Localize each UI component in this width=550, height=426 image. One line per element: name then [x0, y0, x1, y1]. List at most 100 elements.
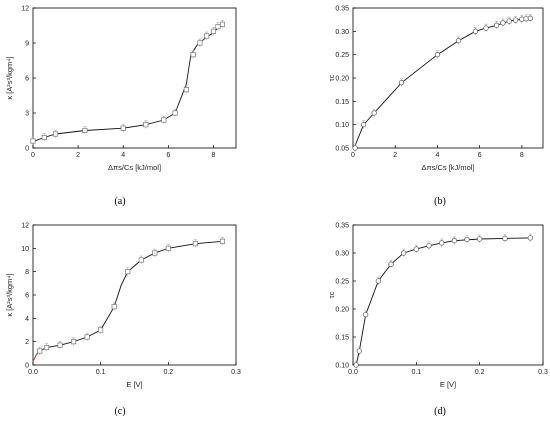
data-point: [53, 131, 59, 137]
data-point: [483, 25, 489, 31]
y-tick-label: 0.20: [335, 307, 349, 314]
axis-label: τc: [327, 291, 336, 298]
y-tick-label: 0.20: [335, 76, 349, 83]
data-point: [371, 110, 377, 116]
y-tick-label: 0.10: [335, 122, 349, 129]
data-point: [451, 238, 457, 244]
y-tick-label: 12: [21, 6, 29, 13]
data-point: [493, 22, 500, 28]
y-tick-label: 0.05: [335, 146, 349, 153]
x-tick-label: 6: [166, 152, 170, 159]
y-tick-label: 0.10: [335, 363, 349, 370]
data-point: [375, 278, 381, 284]
panel-label: (a): [114, 196, 125, 207]
data-point: [426, 243, 432, 249]
data-point: [161, 117, 167, 123]
data-point: [401, 250, 407, 256]
y-tick-label: 0: [25, 363, 29, 370]
data-point: [57, 342, 63, 348]
data-point: [30, 138, 36, 144]
data-point: [363, 311, 369, 318]
plot-frame: [352, 7, 544, 149]
data-point: [215, 24, 221, 30]
data-point: [41, 134, 47, 141]
x-tick-label: 0.0: [28, 369, 38, 376]
y-tick-label: 0: [25, 146, 29, 153]
x-tick-label: 0: [351, 152, 355, 159]
data-point: [190, 52, 196, 58]
panel-label: (b): [434, 196, 446, 207]
x-tick-label: 0.2: [475, 369, 485, 376]
y-tick-label: 12: [21, 223, 29, 230]
chart-panel-1: 0 2 4 6 8 0 3 6 9 12 Δπs/Cs [kJ/mol] κ [A²s³/kgm⁴] (…: [5, 6, 237, 207]
data-point: [143, 122, 149, 128]
data-point: [523, 16, 529, 22]
plot-frame: [352, 224, 544, 366]
data-point: [353, 362, 359, 368]
x-tick-label: 4: [121, 152, 125, 159]
axis-label: τc: [327, 74, 336, 81]
x-tick-label: 0.3: [231, 369, 241, 376]
data-point: [398, 80, 405, 86]
x-tick-label: 0: [31, 152, 35, 159]
chart-panel-4: 0.0 0.1 0.2 0.3 0.10 0.15 0.20 0.25 0.30 0.35 E [V…: [327, 223, 548, 418]
x-tick-label: 0.1: [96, 369, 106, 376]
data-point: [37, 348, 43, 354]
y-tick-label: 0.30: [335, 29, 349, 36]
y-tick-label: 3: [25, 111, 29, 118]
y-tick-label: 2: [25, 339, 29, 346]
data-point: [388, 261, 394, 267]
data-point: [464, 236, 470, 243]
axis-label: Δπs/Cs [kJ/mol]: [421, 163, 474, 172]
x-tick-label: 8: [211, 152, 215, 159]
data-point: [98, 327, 104, 333]
x-tick-label: 0.2: [163, 369, 173, 376]
x-tick-label: 2: [393, 152, 397, 159]
data-point: [356, 348, 362, 354]
data-point: [125, 269, 131, 275]
data-point: [500, 20, 506, 26]
x-tick-label: 0.0: [348, 369, 358, 376]
x-tick-label: 0.3: [538, 369, 548, 376]
x-tick-label: 0.1: [411, 369, 421, 376]
data-point: [120, 125, 126, 131]
fit-curve: [32, 23, 223, 143]
y-tick-label: 6: [25, 293, 29, 300]
y-tick-label: 0.15: [335, 99, 349, 106]
y-tick-label: 6: [25, 76, 29, 83]
data-point: [506, 18, 512, 24]
y-tick-label: 4: [25, 316, 29, 323]
y-tick-label: 0.30: [335, 251, 349, 258]
y-tick-label: 0.35: [335, 223, 349, 230]
data-point: [413, 246, 419, 252]
data-point: [219, 238, 226, 244]
data-point: [138, 257, 144, 263]
data-point: [455, 38, 462, 44]
data-point: [477, 236, 483, 242]
data-point: [527, 15, 533, 21]
x-tick-label: 4: [435, 152, 439, 159]
data-point: [434, 52, 441, 58]
fit-curve: [353, 17, 531, 149]
x-tick-label: 8: [520, 152, 524, 159]
data-point: [111, 304, 117, 310]
data-point: [512, 17, 519, 23]
data-point: [439, 240, 445, 246]
data-point: [71, 339, 77, 345]
axis-label: κ [A²s³/kgm⁴]: [5, 273, 14, 316]
y-tick-label: 0.25: [335, 279, 349, 286]
axis-label: κ [A²s³/kgm⁴]: [5, 56, 14, 99]
y-tick-label: 0.25: [335, 52, 349, 59]
data-point: [527, 235, 533, 241]
data-point: [183, 87, 189, 93]
data-point: [43, 344, 50, 351]
y-tick-label: 8: [25, 269, 29, 276]
chart-panel-2: 0 2 4 6 8 0.05 0.10 0.15 0.20 0.25 0.30 0.35 Δπs/Cs …: [327, 6, 544, 207]
data-point: [360, 122, 367, 128]
data-point: [84, 334, 90, 340]
fit-curve: [32, 240, 223, 362]
x-tick-label: 2: [76, 152, 80, 159]
y-tick-label: 10: [21, 246, 29, 253]
data-point: [472, 28, 479, 34]
